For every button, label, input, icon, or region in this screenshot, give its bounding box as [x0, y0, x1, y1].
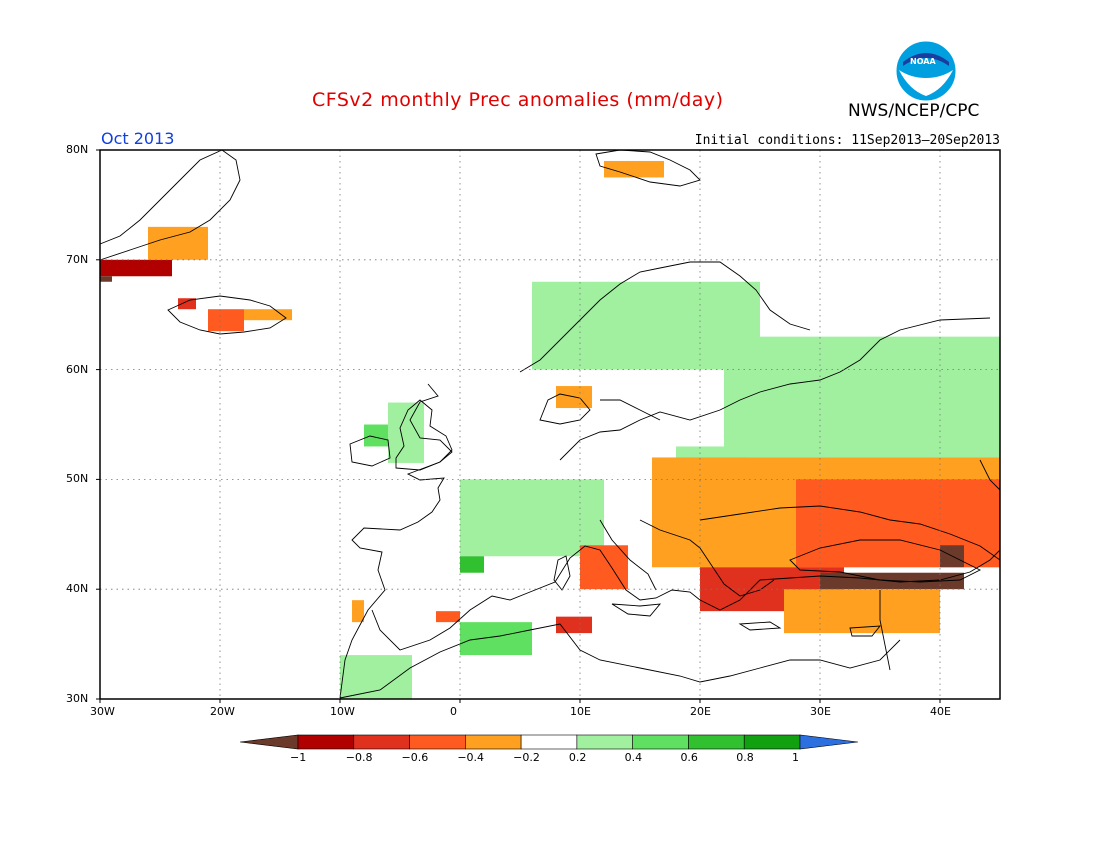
anomaly-cell	[340, 655, 412, 699]
colorbar-tick-label: 0.8	[736, 751, 754, 764]
month-label: Oct 2013	[101, 129, 175, 148]
lon-tick-label: 10E	[570, 705, 591, 718]
colorbar-tick-label: −0.6	[401, 751, 429, 764]
lat-lon-grid	[100, 150, 1000, 699]
anomaly-cell	[352, 600, 364, 623]
colorbar-bin	[520, 734, 578, 750]
colorbar-bin	[465, 734, 522, 750]
colorbar-bin	[297, 734, 355, 750]
colorbar-tick-label: −0.4	[457, 751, 485, 764]
lon-tick-label: 20E	[690, 705, 711, 718]
colorbar-below-arrow	[239, 734, 299, 750]
colorbar-tick-label: 0.2	[568, 751, 587, 764]
anomaly-cell	[208, 309, 244, 332]
colorbar-tick-label: 0.4	[624, 751, 643, 764]
anomaly-cell	[460, 479, 604, 557]
anomaly-cell	[532, 281, 760, 370]
anomaly-cell	[178, 298, 196, 310]
colorbar-bin	[409, 734, 466, 750]
anomaly-cell	[604, 160, 664, 178]
anomaly-cell	[100, 259, 172, 277]
axis-ticks	[96, 149, 941, 703]
lat-tick-label: 60N	[66, 362, 89, 376]
logo-text: NOAA	[910, 57, 936, 66]
anomaly-cell	[364, 424, 388, 447]
anomaly-cell	[100, 276, 112, 282]
anomaly-cell	[388, 402, 424, 463]
anomaly-cell	[556, 616, 592, 634]
lon-tick-label: 30E	[810, 705, 831, 718]
lat-tick-label: 80N	[66, 143, 89, 156]
lon-tick-label: 40E	[930, 705, 951, 718]
lat-tick-label: 50N	[66, 472, 89, 486]
colorbar-bin	[576, 734, 633, 750]
chart-title: CFSv2 monthly Prec anomalies (mm/day)	[312, 89, 724, 111]
anomaly-cell	[460, 622, 532, 656]
noaa-logo-icon	[895, 40, 957, 102]
initial-conditions-label: Initial conditions: 11Sep2013–20Sep2013	[694, 133, 1000, 148]
lon-tick-label: 30W	[90, 705, 115, 718]
lon-tick-label: 10W	[330, 705, 355, 718]
colorbar-tick-label: −0.2	[513, 751, 540, 764]
agency-label: NWS/NCEP/CPC	[848, 101, 980, 121]
colorbar-tick-label: −0.8	[345, 751, 373, 764]
lat-tick-label: 40N	[66, 582, 89, 596]
colorbar-bin	[743, 734, 801, 750]
colorbar	[239, 734, 859, 750]
colorbar-above-arrow	[799, 734, 859, 750]
anomaly-cell	[580, 545, 628, 590]
coastlines	[99, 149, 1001, 699]
colorbar-bin	[353, 734, 410, 750]
lon-tick-label: 0	[450, 705, 457, 718]
lat-tick-label: 70N	[66, 252, 89, 266]
anomaly-cell	[796, 479, 1000, 568]
anomaly-cell	[244, 309, 292, 321]
lat-tick-label: 30N	[66, 692, 89, 705]
colorbar-tick-label: 0.6	[680, 751, 698, 764]
colorbar-bin	[688, 734, 745, 750]
anomaly-cell	[436, 611, 460, 623]
anomaly-cell	[148, 226, 208, 260]
anomaly-cells	[100, 160, 1000, 699]
colorbar-tick-label: 1	[792, 751, 799, 764]
map-frame	[99, 149, 1001, 700]
colorbar-tick-label: −1	[290, 751, 307, 764]
anomaly-cell	[784, 589, 940, 634]
colorbar-bin	[632, 734, 689, 750]
anomaly-cell	[460, 556, 484, 573]
lon-tick-label: 20W	[210, 705, 235, 718]
anomaly-cell	[724, 336, 1000, 458]
